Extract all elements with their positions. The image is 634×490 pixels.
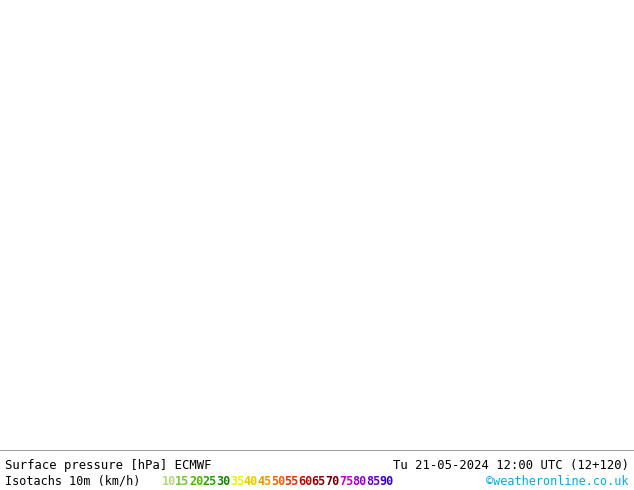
Text: 65: 65 <box>312 475 326 488</box>
Text: 15: 15 <box>175 475 190 488</box>
Text: 55: 55 <box>284 475 299 488</box>
Text: ©weatheronline.co.uk: ©weatheronline.co.uk <box>486 475 629 488</box>
Text: Tu 21-05-2024 12:00 UTC (12+120): Tu 21-05-2024 12:00 UTC (12+120) <box>393 459 629 472</box>
Text: 75: 75 <box>339 475 353 488</box>
Text: 50: 50 <box>271 475 285 488</box>
Text: 30: 30 <box>216 475 230 488</box>
Text: 20: 20 <box>189 475 203 488</box>
Text: 80: 80 <box>353 475 366 488</box>
Text: 35: 35 <box>230 475 244 488</box>
Text: 45: 45 <box>257 475 271 488</box>
Text: 40: 40 <box>243 475 257 488</box>
Text: Isotachs 10m (km/h): Isotachs 10m (km/h) <box>5 475 141 488</box>
Text: 60: 60 <box>298 475 312 488</box>
Text: Surface pressure [hPa] ECMWF: Surface pressure [hPa] ECMWF <box>5 459 212 472</box>
Text: 90: 90 <box>380 475 394 488</box>
Text: 25: 25 <box>203 475 217 488</box>
Text: 10: 10 <box>162 475 176 488</box>
Text: 85: 85 <box>366 475 380 488</box>
Text: 70: 70 <box>325 475 339 488</box>
